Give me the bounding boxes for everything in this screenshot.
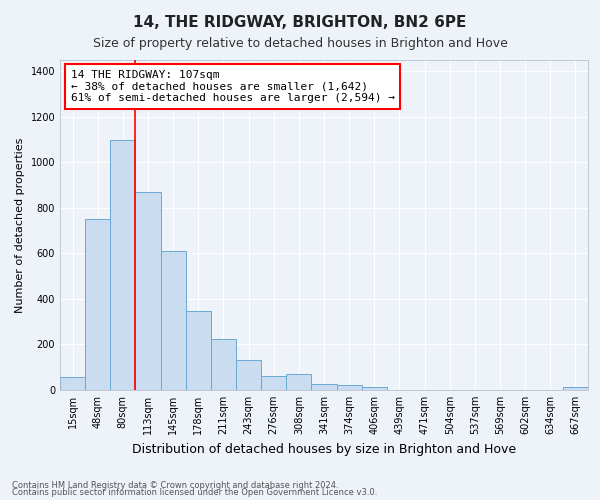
Bar <box>311 384 337 390</box>
Bar <box>236 360 261 390</box>
Bar <box>362 386 387 390</box>
Bar <box>110 140 136 390</box>
Text: Contains public sector information licensed under the Open Government Licence v3: Contains public sector information licen… <box>12 488 377 497</box>
Y-axis label: Number of detached properties: Number of detached properties <box>15 138 25 312</box>
Bar <box>85 220 110 390</box>
Text: 14 THE RIDGWAY: 107sqm
← 38% of detached houses are smaller (1,642)
61% of semi-: 14 THE RIDGWAY: 107sqm ← 38% of detached… <box>71 70 395 103</box>
Text: 14, THE RIDGWAY, BRIGHTON, BN2 6PE: 14, THE RIDGWAY, BRIGHTON, BN2 6PE <box>133 15 467 30</box>
Bar <box>136 192 161 390</box>
Bar <box>161 251 186 390</box>
Bar <box>563 388 588 390</box>
X-axis label: Distribution of detached houses by size in Brighton and Hove: Distribution of detached houses by size … <box>132 442 516 456</box>
Bar <box>261 376 286 390</box>
Text: Size of property relative to detached houses in Brighton and Hove: Size of property relative to detached ho… <box>92 38 508 51</box>
Bar <box>60 378 85 390</box>
Bar <box>286 374 311 390</box>
Text: Contains HM Land Registry data © Crown copyright and database right 2024.: Contains HM Land Registry data © Crown c… <box>12 480 338 490</box>
Bar <box>186 312 211 390</box>
Bar <box>337 386 362 390</box>
Bar <box>211 339 236 390</box>
